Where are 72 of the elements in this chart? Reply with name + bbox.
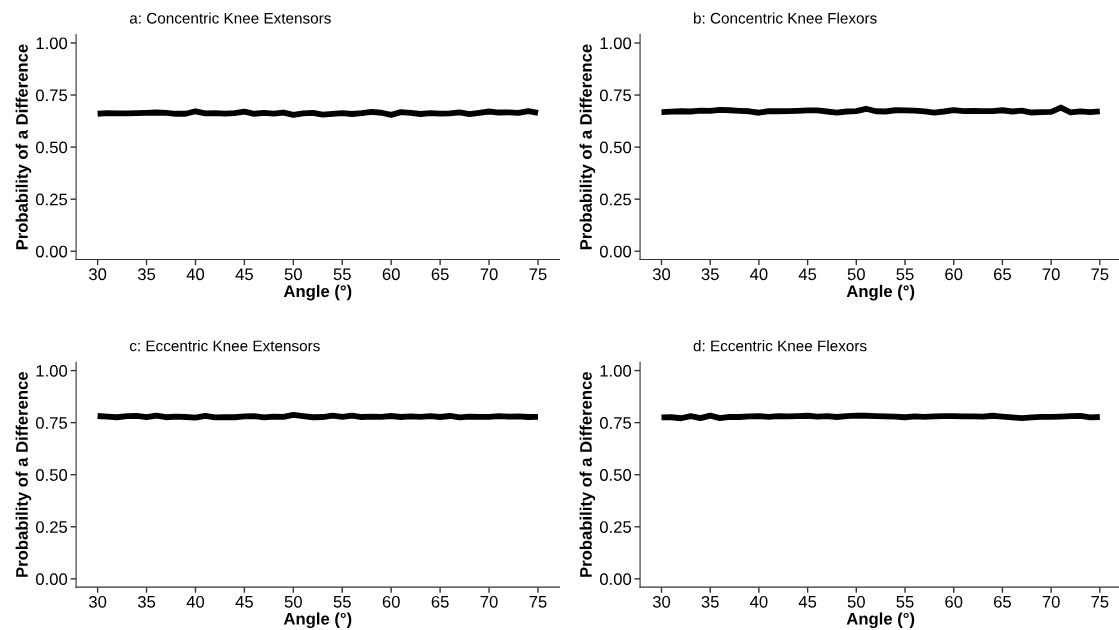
x-tick-label: 65 (431, 595, 449, 608)
x-tick-label: 30 (652, 595, 671, 608)
x-tick-label: 70 (1042, 268, 1060, 281)
x-tick-label: 35 (701, 268, 719, 281)
y-axis-title: Probability of a Difference (579, 372, 596, 577)
y-tick-label: 0.25 (35, 193, 68, 206)
x-tick-label: 75 (1091, 268, 1109, 281)
x-tick-label: 35 (137, 268, 156, 281)
x-tick-label: 45 (235, 596, 253, 608)
x-tick-label: 45 (798, 268, 817, 281)
x-tick-label: 50 (284, 595, 302, 608)
chart-title: b: Concentric Knee Flexors (693, 12, 877, 24)
y-tick-label: 1.00 (600, 364, 632, 377)
chart-title: c: Eccentric Knee Extensors (129, 340, 320, 352)
x-tick-label: 40 (750, 268, 768, 281)
x-tick-label: 30 (652, 268, 671, 281)
y-axis-title: Probability of a Difference (15, 372, 32, 577)
x-tick-label: 30 (88, 595, 107, 608)
x-tick-label: 70 (480, 595, 498, 608)
y-tick-label: 0.25 (35, 521, 68, 533)
y-tick-label: 0.00 (599, 245, 632, 258)
x-tick-label: 55 (896, 268, 914, 281)
x-tick-label: 40 (750, 595, 768, 608)
x-tick-label: 50 (847, 595, 865, 608)
y-tick-label: 0.00 (35, 245, 68, 258)
y-tick-label: 0.25 (599, 521, 632, 533)
x-tick-label: 50 (847, 268, 865, 281)
y-tick-label: 0.50 (599, 141, 632, 154)
x-tick-label: 45 (235, 268, 253, 281)
x-tick-label: 55 (333, 596, 351, 608)
x-tick-label: 65 (993, 595, 1011, 608)
x-tick-label: 75 (1091, 596, 1109, 608)
x-tick-label: 75 (529, 268, 547, 281)
x-tick-label: 65 (993, 268, 1011, 281)
y-tick-label: 0.75 (35, 89, 68, 102)
x-tick-label: 70 (1042, 595, 1060, 608)
y-tick-label: 0.00 (599, 573, 632, 586)
x-tick-label: 50 (284, 268, 302, 281)
y-tick-label: 1.00 (36, 364, 68, 377)
y-axis-title: Probability of a Difference (579, 44, 596, 250)
y-tick-label: 0.25 (599, 193, 632, 206)
y-tick-label: 0.75 (599, 417, 632, 429)
x-tick-label: 40 (186, 595, 205, 608)
x-tick-label: 60 (382, 268, 400, 281)
x-tick-label: 65 (431, 268, 449, 281)
x-tick-label: 40 (186, 268, 205, 281)
y-tick-label: 1.00 (36, 37, 68, 50)
x-tick-label: 45 (798, 596, 817, 608)
x-tick-label: 55 (333, 268, 351, 281)
x-axis-title: Angle (°) (846, 284, 915, 301)
y-tick-label: 0.50 (599, 469, 632, 481)
y-tick-label: 1.00 (600, 37, 632, 50)
x-tick-label: 30 (88, 268, 107, 281)
y-tick-label: 0.75 (35, 417, 68, 429)
x-tick-label: 70 (480, 268, 498, 281)
x-tick-label: 60 (945, 595, 963, 608)
y-tick-label: 0.50 (35, 469, 68, 481)
x-axis-title: Angle (°) (283, 612, 352, 629)
x-tick-label: 60 (382, 595, 400, 608)
chart-title: d: Eccentric Knee Flexors (693, 340, 867, 352)
y-axis-title: Probability of a Difference (15, 44, 32, 250)
x-tick-label: 55 (896, 596, 914, 608)
x-axis-title: Angle (°) (846, 612, 915, 629)
x-tick-label: 75 (529, 596, 547, 608)
y-tick-label: 0.75 (599, 89, 632, 102)
x-axis-title: Angle (°) (283, 284, 352, 301)
y-tick-label: 0.00 (35, 573, 68, 586)
y-tick-label: 0.50 (35, 141, 68, 154)
x-tick-label: 60 (945, 268, 963, 281)
chart-title: a: Concentric Knee Extensors (129, 12, 331, 24)
x-tick-label: 35 (137, 595, 156, 608)
x-tick-label: 35 (701, 595, 719, 608)
